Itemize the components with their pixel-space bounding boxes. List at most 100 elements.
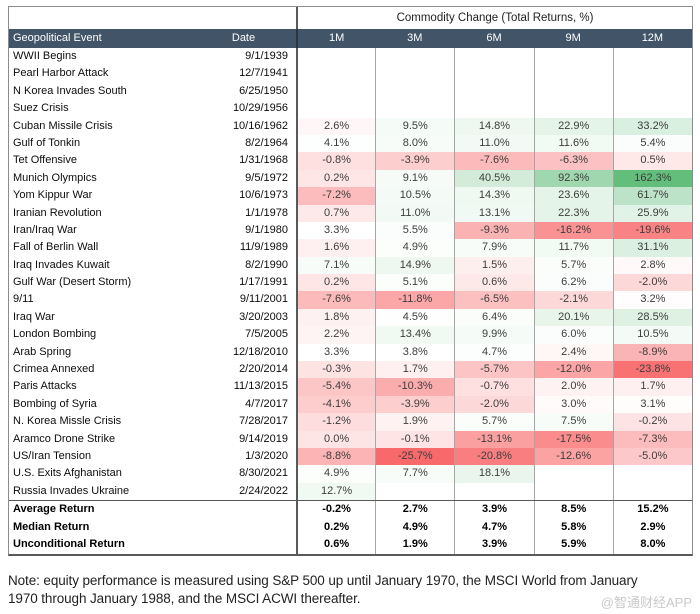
date-cell: 12/18/2010 [232, 345, 288, 358]
date-cell: 10/29/1956 [232, 102, 288, 115]
table-row: N. Korea Missle Crisis 7/28/2017 -1.2% 1.9%… [9, 413, 692, 431]
event-cell: Cuban Missile Crisis [13, 119, 113, 132]
value-cell: 162.3% [612, 169, 692, 188]
value-cell: 7.5% [533, 413, 613, 431]
date-cell: 12/7/1941 [239, 67, 288, 80]
value-cell: 14.8% [454, 117, 534, 135]
date-cell: 1/1/1978 [245, 206, 288, 219]
value-cell: 0.6% [296, 536, 376, 554]
value-cell: -16.2% [533, 221, 613, 240]
date-cell: 10/16/1962 [232, 119, 288, 132]
table-row: Russia Invades Ukraine 2/24/2022 12.7% [9, 482, 692, 501]
date-cell: 7/5/2005 [245, 328, 288, 341]
value-cell: 3.9% [454, 501, 534, 519]
value-cell: -12.6% [533, 447, 613, 466]
table-row: Arab Spring 12/18/2010 3.3% 3.8% 4.7% 2.4% -8.… [9, 343, 692, 362]
event-cell: Gulf of Tonkin [13, 136, 81, 149]
value-cell: 3.3% [296, 343, 376, 362]
table-body: WWII Begins 9/1/1939 Pearl Harbor Attack 12… [9, 48, 692, 501]
date-cell: 9/1/1980 [245, 223, 288, 236]
note-text: Note: equity performance is measured usi… [8, 573, 638, 606]
date-cell: 4/7/2017 [245, 397, 288, 410]
event-cell: Suez Crisis [13, 102, 69, 115]
value-cell [375, 48, 455, 66]
header-9m: 9M [565, 32, 581, 44]
title-band-spacer [9, 7, 296, 29]
date-cell: 8/2/1990 [245, 258, 288, 271]
value-cell: 4.7% [454, 518, 534, 537]
table-row: Average Return -0.2% 2.7% 3.9% 8.5% 15.2% [9, 501, 692, 519]
table-summary: Average Return -0.2% 2.7% 3.9% 8.5% 15.2% Medi… [9, 500, 692, 554]
value-cell: 4.7% [454, 343, 534, 362]
table-row: Pearl Harbor Attack 12/7/1941 [9, 65, 692, 83]
value-cell: 3.1% [612, 395, 692, 414]
date-cell: 10/6/1973 [239, 189, 288, 202]
value-cell: 9.1% [375, 169, 455, 188]
value-cell: 0.6% [454, 274, 534, 292]
value-cell: 5.8% [533, 518, 613, 537]
value-cell: 25.9% [612, 204, 692, 222]
value-cell [612, 482, 692, 501]
value-cell: 13.1% [454, 204, 534, 222]
value-cell: -2.0% [612, 274, 692, 292]
event-cell: Yom Kippur War [13, 189, 93, 202]
value-cell: -0.8% [296, 152, 376, 170]
summary-label-cell: Median Return [13, 520, 90, 533]
date-cell: 2/20/2014 [239, 363, 288, 376]
header-date: Date [231, 32, 256, 44]
value-cell [533, 48, 613, 66]
table-row: Iranian Revolution 1/1/1978 0.7% 11.0% 13.1%… [9, 204, 692, 222]
event-cell: Iraq War [13, 310, 55, 323]
date-cell [191, 501, 296, 519]
value-cell: -5.0% [612, 447, 692, 466]
value-cell: 3.9% [454, 536, 534, 554]
value-cell: 10.5% [612, 326, 692, 344]
value-cell: -2.0% [454, 395, 534, 414]
value-cell [375, 482, 455, 501]
value-cell: -12.0% [533, 361, 613, 379]
date-cell [191, 519, 296, 537]
value-cell [533, 82, 613, 101]
summary-label-cell: Unconditional Return [13, 538, 125, 551]
table-row: Munich Olympics 9/5/1972 0.2% 9.1% 40.5% 92.3… [9, 169, 692, 188]
value-cell: -4.1% [296, 395, 376, 414]
value-cell: 23.6% [533, 187, 613, 205]
value-cell: -0.7% [454, 378, 534, 396]
value-cell: 2.4% [533, 343, 613, 362]
value-cell: 5.9% [533, 536, 613, 554]
table-row: Aramco Drone Strike 9/14/2019 0.0% -0.1% -13… [9, 430, 692, 448]
value-cell: 1.8% [296, 308, 376, 327]
event-cell: Arab Spring [13, 345, 72, 358]
value-cell: 1.5% [454, 256, 534, 275]
value-cell: 2.8% [612, 256, 692, 275]
date-cell: 9/14/2019 [239, 432, 288, 445]
table-row: US/Iran Tension 1/3/2020 -8.8% -25.7% -20.8%… [9, 447, 692, 466]
event-cell: Paris Attacks [13, 380, 77, 393]
value-cell [454, 482, 534, 501]
value-cell: -2.1% [533, 291, 613, 309]
value-cell: 9.5% [375, 117, 455, 135]
event-cell: Russia Invades Ukraine [13, 484, 130, 497]
value-cell: -1.2% [296, 413, 376, 431]
value-cell: -11.8% [375, 291, 455, 309]
value-cell: -7.6% [454, 152, 534, 170]
event-cell: U.S. Exits Afghanistan [13, 467, 122, 480]
value-cell: -17.5% [533, 430, 613, 448]
value-cell: 1.7% [375, 361, 455, 379]
header-3m: 3M [407, 32, 423, 44]
value-cell: 11.0% [375, 204, 455, 222]
value-cell [296, 82, 376, 101]
date-cell [191, 536, 296, 554]
value-cell: -10.3% [375, 378, 455, 396]
header-1m: 1M [296, 29, 375, 48]
value-cell [296, 100, 376, 118]
event-cell: Tet Offensive [13, 154, 77, 167]
value-cell: 3.2% [612, 291, 692, 309]
value-cell [612, 48, 692, 66]
watermark: @智通财经APP [600, 595, 692, 610]
event-cell: Munich Olympics [13, 171, 97, 184]
value-cell: 7.7% [375, 465, 455, 483]
value-cell: 28.5% [612, 308, 692, 327]
table-row: 9/11 9/11/2001 -7.6% -11.8% -6.5% -2.1% 3.2% [9, 291, 692, 309]
